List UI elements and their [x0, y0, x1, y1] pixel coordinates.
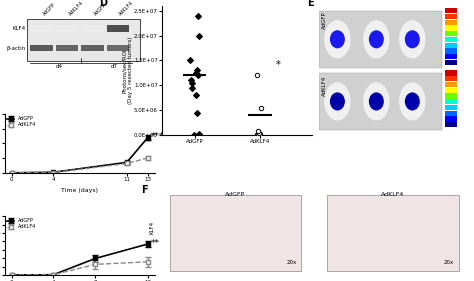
Text: d7: d7 — [110, 64, 118, 69]
Bar — [445, 8, 457, 13]
Point — [195, 33, 203, 38]
Bar — [107, 25, 129, 32]
Ellipse shape — [405, 92, 420, 110]
Text: AdKLF4: AdKLF4 — [322, 76, 328, 96]
Point — [192, 71, 200, 75]
Legend: AdGFP, AdKLF4: AdGFP, AdKLF4 — [7, 116, 36, 127]
Bar — [81, 25, 104, 32]
Bar — [445, 70, 457, 76]
Text: β-actin: β-actin — [7, 46, 26, 51]
Bar — [319, 11, 442, 68]
Text: D: D — [99, 0, 107, 8]
Text: F: F — [141, 185, 148, 195]
Point — [188, 85, 195, 90]
Bar — [445, 82, 457, 87]
Bar — [55, 25, 78, 32]
Point — [254, 129, 262, 133]
Bar — [445, 26, 457, 31]
Bar — [445, 31, 457, 37]
Bar — [445, 43, 457, 48]
Ellipse shape — [330, 92, 345, 110]
Bar — [170, 195, 301, 271]
Bar — [445, 116, 457, 122]
Bar — [27, 19, 140, 61]
Text: AdKLF4: AdKLF4 — [68, 0, 84, 17]
Bar — [327, 195, 459, 271]
Ellipse shape — [324, 20, 351, 59]
Point — [194, 13, 201, 18]
Point — [192, 93, 200, 98]
Bar — [445, 54, 457, 59]
Point — [187, 78, 194, 83]
Text: ***: *** — [151, 132, 164, 141]
Bar — [55, 45, 78, 51]
Bar — [445, 60, 457, 65]
Text: *: * — [276, 60, 281, 70]
Point — [256, 132, 264, 136]
Bar — [445, 88, 457, 93]
Ellipse shape — [363, 82, 390, 121]
Text: AdKLF4: AdKLF4 — [118, 0, 135, 17]
Text: KLF4: KLF4 — [150, 221, 155, 234]
Text: AdGFP: AdGFP — [93, 2, 108, 17]
Legend: AdGFP, AdKLF4: AdGFP, AdKLF4 — [7, 219, 36, 230]
Bar — [30, 25, 53, 32]
Ellipse shape — [405, 30, 420, 48]
Bar — [445, 76, 457, 81]
Point — [194, 73, 202, 78]
Point — [188, 81, 195, 85]
Text: AdGFP: AdGFP — [322, 11, 328, 29]
Bar — [445, 93, 457, 99]
Bar — [319, 73, 442, 130]
Bar — [30, 45, 53, 51]
Point — [254, 132, 262, 137]
Point — [190, 133, 197, 137]
Point — [253, 132, 261, 137]
Point — [193, 110, 201, 115]
Ellipse shape — [399, 20, 426, 59]
Text: d4: d4 — [56, 64, 63, 69]
Bar — [445, 111, 457, 116]
Ellipse shape — [330, 30, 345, 48]
Ellipse shape — [363, 20, 390, 59]
Bar — [445, 49, 457, 54]
Bar — [445, 20, 457, 25]
Point — [186, 58, 194, 63]
Point — [195, 132, 202, 136]
Text: **: ** — [151, 239, 160, 248]
Bar — [445, 122, 457, 127]
Text: AdGFP: AdGFP — [225, 192, 246, 197]
X-axis label: Time (days): Time (days) — [61, 188, 98, 193]
Text: KLF4: KLF4 — [13, 26, 26, 31]
Text: 20x: 20x — [444, 260, 454, 265]
Bar — [445, 99, 457, 104]
Bar — [107, 45, 129, 51]
Bar — [445, 37, 457, 42]
Point — [253, 133, 261, 137]
Text: 20x: 20x — [287, 260, 297, 265]
Point — [254, 133, 261, 137]
Point — [193, 68, 201, 72]
Point — [255, 130, 263, 135]
Bar — [445, 14, 457, 19]
Text: E: E — [308, 0, 314, 8]
Text: AdKLF4: AdKLF4 — [381, 192, 404, 197]
Bar — [445, 105, 457, 110]
Y-axis label: Photons/sec/ROI
(Day 5 resected tumors): Photons/sec/ROI (Day 5 resected tumors) — [122, 37, 133, 104]
Text: AdGFP: AdGFP — [42, 2, 57, 17]
Point — [257, 105, 264, 110]
Ellipse shape — [369, 92, 384, 110]
Ellipse shape — [324, 82, 351, 121]
Bar — [81, 45, 104, 51]
Ellipse shape — [399, 82, 426, 121]
Ellipse shape — [369, 30, 384, 48]
Point — [253, 73, 260, 78]
